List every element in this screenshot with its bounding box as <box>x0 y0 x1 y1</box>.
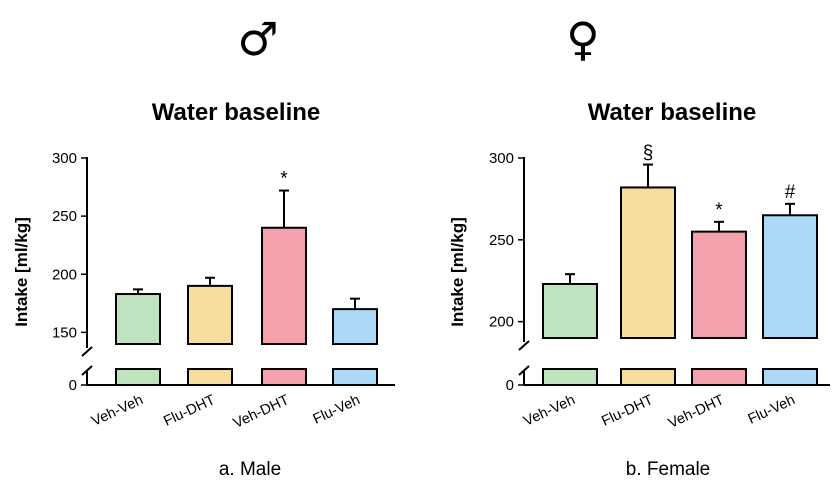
chart-title: Water baseline <box>152 99 321 126</box>
y-axis-label: Intake [ml/kg] <box>448 217 467 327</box>
bar-base-segment <box>691 368 747 386</box>
bar <box>542 283 598 339</box>
significance-marker: # <box>785 182 796 203</box>
axis-break-mark <box>81 346 93 357</box>
x-tick-label: Flu-Veh <box>746 392 798 428</box>
caption-letter: b. <box>626 459 642 480</box>
bar <box>115 293 161 346</box>
x-tick-label: Veh-Veh <box>521 392 577 430</box>
axis-break-mark <box>81 365 93 376</box>
y-tick-label: 300 <box>489 150 514 167</box>
y-tick-label: 300 <box>52 150 77 167</box>
bar <box>762 214 818 339</box>
chart-title: Water baseline <box>588 99 757 126</box>
male-symbol: ♂ <box>237 12 278 66</box>
bar <box>620 186 676 339</box>
caption-text: Female <box>647 459 710 480</box>
bar-base-segment <box>261 368 307 386</box>
significance-marker: § <box>643 143 654 164</box>
y-tick-label: 0 <box>69 377 77 394</box>
y-tick-label: 150 <box>52 324 77 341</box>
significance-marker: * <box>715 200 723 221</box>
x-tick-label: Flu-DHT <box>161 392 218 430</box>
significance-marker: * <box>280 169 288 190</box>
caption-letter: a. <box>219 459 235 480</box>
panel-male: ♂ Water baseline Intake [ml/kg] a. Male … <box>12 12 395 480</box>
y-axis-label: Intake [ml/kg] <box>12 217 31 327</box>
axis-break-mark <box>518 340 530 351</box>
plot-area: 200 250 300 0 Veh-Veh § Flu-DHT * Veh-DHT # Flu-Ve… <box>489 143 830 432</box>
y-tick-label: 200 <box>489 314 514 331</box>
bar-base-segment <box>187 368 233 386</box>
bar-base-segment <box>115 368 161 386</box>
y-tick-label: 250 <box>52 208 77 225</box>
y-tick-label: 200 <box>52 266 77 283</box>
x-tick-label: Veh-DHT <box>666 392 727 432</box>
bar-base-segment <box>762 368 818 386</box>
bar <box>332 308 378 345</box>
x-tick-label: Flu-Veh <box>311 392 363 428</box>
axis-break-mark <box>518 365 530 376</box>
bar-base-segment <box>620 368 676 386</box>
panel-female: ♀ Water baseline Intake [ml/kg] b. Femal… <box>448 12 830 480</box>
bar-base-segment <box>542 368 598 386</box>
x-tick-label: Veh-Veh <box>89 392 145 430</box>
caption-text: Male <box>240 459 281 480</box>
bar-base-segment <box>332 368 378 386</box>
bar <box>187 284 233 345</box>
x-tick-label: Veh-DHT <box>231 392 292 432</box>
panel-caption: b. Female <box>626 459 711 480</box>
bar <box>691 230 747 340</box>
female-symbol: ♀ <box>566 12 600 66</box>
x-tick-label: Flu-DHT <box>599 392 656 430</box>
y-tick-label: 0 <box>506 377 514 394</box>
y-tick-label: 250 <box>489 232 514 249</box>
plot-area: 150 200 250 300 0 Veh-Veh Flu-DHT * Veh-DHT Flu-V… <box>52 150 395 432</box>
bar <box>261 226 307 345</box>
panel-caption: a. Male <box>219 459 281 480</box>
